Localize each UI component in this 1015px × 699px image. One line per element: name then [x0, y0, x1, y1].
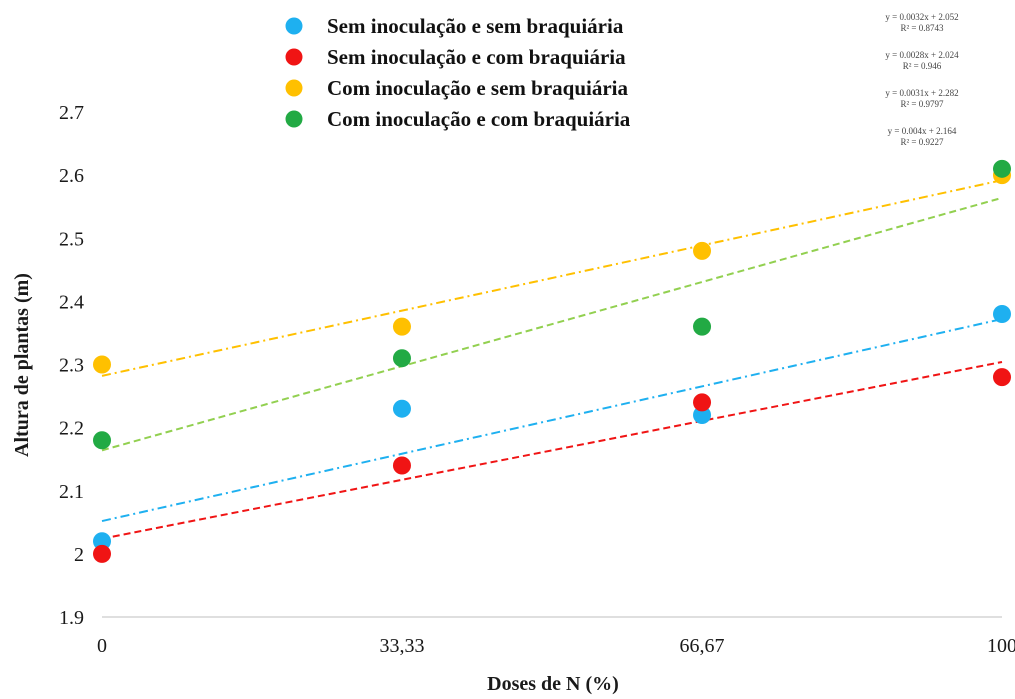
trendline	[101, 360, 1003, 540]
data-point	[93, 532, 111, 551]
data-point	[993, 305, 1011, 323]
trendline-equation: y = 0.0031x + 2.282	[885, 88, 958, 98]
legend-marker	[285, 48, 303, 66]
y-tick-label: 2	[74, 544, 84, 566]
legend-label: Com inoculação e sem braquiária	[327, 76, 628, 100]
y-tick-label: 2.2	[59, 418, 84, 440]
trendline-equation: y = 0.0028x + 2.024	[885, 50, 959, 60]
x-tick-label: 100	[987, 635, 1015, 657]
data-point	[693, 317, 712, 336]
y-tick-label: 2.5	[59, 228, 84, 250]
trendline-r-squared: R² = 0.8743	[900, 23, 944, 33]
legend-marker	[285, 79, 303, 97]
trendline-equation: y = 0.004x + 2.164	[888, 126, 957, 136]
y-tick-label: 1.9	[59, 607, 84, 629]
trendline	[101, 196, 1003, 452]
trendline-equation: y = 0.0032x + 2.052	[885, 12, 958, 22]
legend-label: Com inoculação e com braquiária	[327, 107, 631, 131]
legend: Sem inoculação e sem braquiária Sem inocu…	[285, 14, 631, 131]
data-point	[993, 159, 1011, 178]
data-point	[392, 399, 411, 418]
axes: 1.9 2 2.1 2.2 2.3 2.4 2.5 2.6 2.7 0 33,33 66,67 100	[59, 102, 1015, 657]
x-axis-title: Doses de N (%)	[487, 673, 619, 695]
data-point	[693, 241, 712, 260]
legend-label: Sem inoculação e sem braquiária	[327, 14, 624, 38]
legend-label: Sem inoculação e com braquiária	[327, 45, 626, 69]
trendline	[101, 318, 1003, 523]
data-point	[693, 393, 712, 412]
data-point	[993, 368, 1011, 387]
y-tick-label: 2.6	[59, 165, 84, 187]
y-tick-label: 2.3	[59, 355, 84, 377]
x-tick-label: 33,33	[379, 635, 424, 657]
trendline-r-squared: R² = 0.946	[903, 61, 942, 71]
trendline	[101, 179, 1003, 377]
trendline-r-squared: R² = 0.9797	[900, 99, 944, 109]
data-point	[93, 355, 111, 374]
x-tick-label: 0	[97, 635, 107, 657]
y-tick-label: 2.7	[59, 102, 84, 124]
trendline-r-squared: R² = 0.9227	[900, 137, 944, 147]
y-axis-title: Altura de plantas (m)	[11, 273, 33, 457]
data-points	[93, 159, 1011, 563]
trendlines	[101, 179, 1003, 540]
data-point	[93, 431, 111, 450]
y-tick-label: 2.4	[59, 291, 84, 313]
legend-marker	[285, 110, 303, 128]
data-point	[392, 456, 411, 475]
data-point	[392, 317, 411, 336]
legend-marker	[285, 17, 303, 35]
data-point	[392, 349, 411, 368]
data-point	[693, 406, 712, 424]
data-point	[93, 544, 111, 563]
y-tick-label: 2.1	[59, 481, 84, 503]
x-tick-label: 66,67	[680, 635, 725, 657]
